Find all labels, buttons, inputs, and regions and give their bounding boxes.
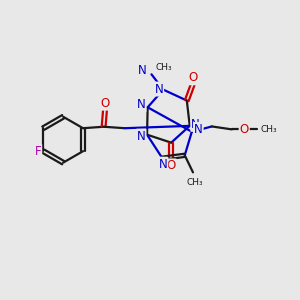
Text: N: N bbox=[159, 158, 167, 171]
Text: N: N bbox=[137, 98, 146, 111]
Text: CH₃: CH₃ bbox=[155, 63, 172, 72]
Text: N: N bbox=[191, 118, 200, 131]
Text: N: N bbox=[194, 123, 203, 136]
Text: N: N bbox=[138, 64, 146, 77]
Text: N: N bbox=[154, 82, 163, 95]
Text: F: F bbox=[34, 145, 41, 158]
Text: CH₃: CH₃ bbox=[186, 178, 203, 187]
Text: O: O bbox=[240, 123, 249, 136]
Text: O: O bbox=[100, 97, 110, 110]
Text: O: O bbox=[167, 159, 176, 172]
Text: N: N bbox=[137, 130, 146, 143]
Text: O: O bbox=[189, 71, 198, 84]
Text: CH₃: CH₃ bbox=[260, 125, 277, 134]
